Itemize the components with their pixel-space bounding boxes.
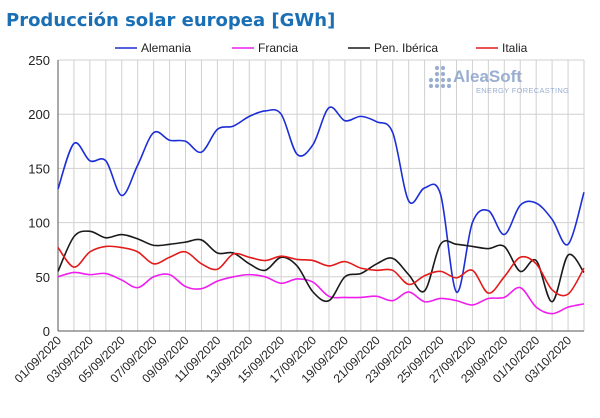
- legend-label-alemania: Alemania: [141, 41, 191, 55]
- brand-name: AleaSoft: [453, 67, 522, 86]
- y-tick-label: 150: [28, 161, 50, 176]
- legend-label-italia: Italia: [502, 41, 528, 55]
- legend-label-pen-iberica: Pen. Ibérica: [374, 41, 438, 55]
- axes: 05010015020025001/09/202003/09/202005/09…: [12, 53, 584, 386]
- y-tick-label: 100: [28, 216, 50, 231]
- series-line-francia: [57, 271, 585, 315]
- y-tick-label: 200: [28, 107, 50, 122]
- logo-dot: [446, 77, 452, 83]
- y-tick-label: 250: [28, 53, 50, 68]
- logo-dot: [434, 65, 440, 71]
- logo-dot: [440, 77, 446, 83]
- series-lines: [57, 106, 585, 315]
- legend-label-francia: Francia: [258, 41, 298, 55]
- y-tick-label: 0: [43, 324, 50, 339]
- brand-watermark: AleaSoft ENERGY FORECASTING: [428, 65, 569, 95]
- dot-grid-logo-icon: [428, 65, 452, 89]
- series-line-pen-iberica: [57, 230, 585, 303]
- logo-dot: [440, 83, 446, 89]
- series-line-alemania: [57, 106, 585, 293]
- brand-tagline: ENERGY FORECASTING: [476, 86, 569, 95]
- legend: Alemania Francia Pen. Ibérica Italia: [115, 41, 528, 55]
- logo-dot: [434, 71, 440, 77]
- logo-dot: [434, 77, 440, 83]
- logo-dot: [434, 83, 440, 89]
- logo-dot: [428, 77, 434, 83]
- chart-title: Producción solar europea [GWh]: [6, 10, 335, 31]
- y-tick-label: 50: [36, 270, 50, 285]
- series-line-italia: [57, 245, 585, 297]
- logo-dot: [440, 65, 446, 71]
- logo-dot: [440, 71, 446, 77]
- logo-dot: [428, 83, 434, 89]
- logo-dot: [446, 83, 452, 89]
